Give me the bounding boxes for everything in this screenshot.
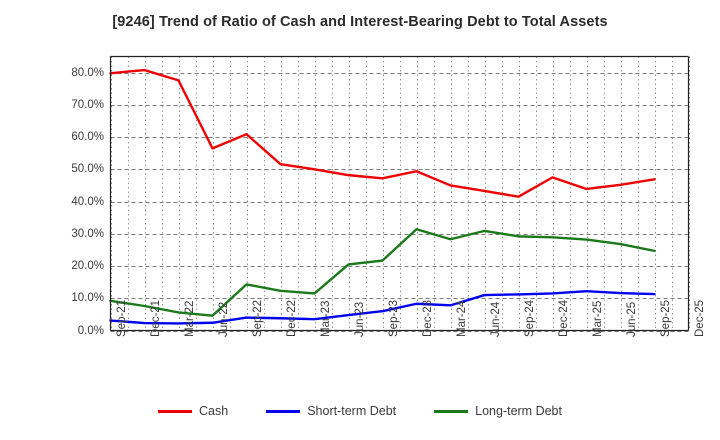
y-axis-tick-label: 70.0% bbox=[71, 98, 104, 111]
x-axis-tick-label: Sep-22 bbox=[251, 299, 264, 337]
y-axis-tick-label: 60.0% bbox=[71, 131, 104, 144]
x-axis-tick-label: Sep-21 bbox=[115, 299, 128, 337]
x-axis-tick-label: Jun-23 bbox=[353, 301, 366, 337]
chart-legend: Cash Short-term Debt Long-term Debt bbox=[0, 404, 720, 418]
series-line-long-term-debt bbox=[109, 228, 656, 317]
legend-item-label: Long-term Debt bbox=[475, 404, 562, 418]
x-axis-tick-label: Jun-25 bbox=[625, 301, 638, 337]
y-axis-tick-label: 10.0% bbox=[71, 292, 104, 305]
legend-line-swatch-icon bbox=[266, 409, 301, 413]
x-axis-tick-label: Jun-22 bbox=[217, 301, 230, 337]
y-axis-tick-label: 0.0% bbox=[77, 324, 104, 337]
x-axis-tick-label: Sep-23 bbox=[387, 299, 400, 337]
x-axis-tick-label: Sep-24 bbox=[523, 299, 536, 337]
y-axis-tick-label: 30.0% bbox=[71, 227, 104, 240]
data-series-group bbox=[109, 68, 656, 325]
chart-title: [9246] Trend of Ratio of Cash and Intere… bbox=[112, 14, 608, 30]
x-axis-tick-label: Dec-25 bbox=[693, 299, 706, 337]
x-axis-tick-label: Dec-22 bbox=[285, 299, 298, 337]
series-line-cash bbox=[109, 68, 656, 198]
y-axis-tick-label: 50.0% bbox=[71, 163, 104, 176]
gridlines bbox=[110, 56, 690, 332]
legend-item-label: Short-term Debt bbox=[307, 404, 397, 418]
y-axis-tick-label: 40.0% bbox=[71, 195, 104, 208]
x-axis-tick-label: Mar-24 bbox=[455, 300, 468, 337]
legend-line-swatch-icon bbox=[434, 409, 469, 413]
legend-item[interactable]: Cash bbox=[158, 404, 228, 418]
series-line-short-term-debt bbox=[109, 289, 656, 325]
axis-lines bbox=[109, 55, 690, 332]
legend-item-label: Cash bbox=[199, 404, 229, 418]
x-axis-tick-label: Dec-24 bbox=[557, 299, 570, 337]
x-axis-tick-label: Jun-24 bbox=[489, 301, 502, 337]
x-axis-tick-label: Dec-23 bbox=[421, 299, 434, 337]
legend-item[interactable]: Short-term Debt bbox=[266, 404, 396, 418]
x-axis-tick-label: Dec-21 bbox=[149, 299, 162, 337]
legend-line-swatch-icon bbox=[158, 409, 193, 413]
x-axis-tick-label: Mar-25 bbox=[591, 300, 604, 337]
x-axis-tick-label: Mar-22 bbox=[183, 300, 196, 337]
y-axis-tick-label: 20.0% bbox=[71, 260, 104, 273]
y-axis-tick-label: 80.0% bbox=[71, 66, 104, 79]
x-axis-tick-label: Sep-25 bbox=[659, 299, 672, 337]
legend-item[interactable]: Long-term Debt bbox=[434, 404, 562, 418]
x-axis-tick-label: Mar-23 bbox=[319, 300, 332, 337]
